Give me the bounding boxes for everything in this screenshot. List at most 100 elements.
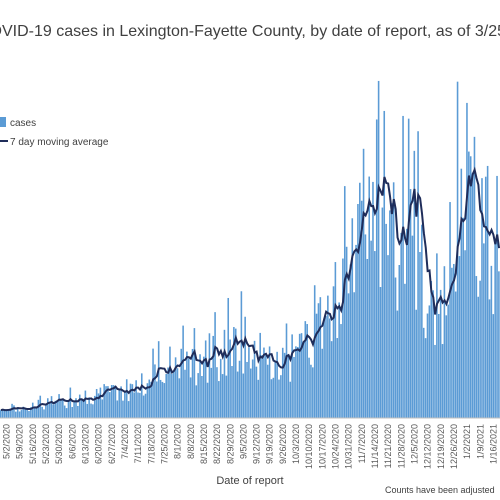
case-bar (176, 368, 179, 418)
case-bar (219, 358, 222, 418)
case-bar (430, 280, 433, 418)
x-tick-label: 8/22/2020 (212, 424, 222, 464)
case-bar (28, 411, 30, 418)
case-bar (150, 381, 152, 418)
case-bar (261, 355, 263, 418)
case-bar (1, 409, 4, 418)
x-tick-label: 10/17/2020 (317, 424, 327, 469)
case-bar (148, 379, 151, 418)
x-tick-label: 10/10/2020 (304, 424, 314, 469)
case-bar (394, 277, 397, 418)
case-bar (280, 375, 282, 418)
case-bar (464, 250, 466, 418)
case-bar (340, 324, 342, 418)
case-bar (189, 377, 192, 418)
case-bar (45, 404, 47, 418)
x-tick-label: 10/3/2020 (291, 424, 301, 464)
x-tick-label: 9/12/2020 (252, 424, 262, 464)
case-bar (422, 327, 425, 418)
case-bar (381, 207, 384, 418)
x-tick-label: 12/26/2020 (449, 424, 459, 469)
x-tick-label: 5/30/2020 (54, 424, 64, 464)
case-bar (374, 251, 376, 418)
case-bar (310, 364, 312, 418)
case-bar (172, 370, 175, 418)
case-bar (336, 338, 339, 418)
case-bar (302, 342, 305, 418)
case-bar (75, 398, 77, 418)
x-tick-label: 1/9/2021 (475, 424, 485, 459)
case-bar (93, 395, 96, 418)
case-bar (48, 402, 51, 418)
x-tick-label: 5/16/2020 (28, 424, 38, 464)
case-bar (449, 202, 451, 418)
case-bar (434, 344, 436, 418)
case-bar (439, 289, 442, 418)
case-bar (342, 258, 344, 418)
case-bar (250, 368, 252, 418)
case-bar (295, 346, 297, 418)
case-bar (146, 383, 149, 418)
case-bar (71, 406, 74, 418)
case-bar (159, 379, 162, 418)
case-bar (11, 403, 13, 418)
case-bar (413, 150, 416, 418)
case-bar (99, 387, 102, 418)
case-bar (15, 411, 17, 418)
case-bar (287, 355, 290, 418)
case-bar (415, 309, 417, 418)
case-bar (5, 410, 8, 418)
case-bar (9, 408, 11, 418)
case-bar (43, 409, 45, 418)
case-bar (131, 384, 134, 418)
case-bar (392, 182, 395, 418)
case-bar (135, 380, 137, 418)
case-bar (223, 329, 226, 418)
case-bar (157, 341, 160, 418)
x-tick-label: 5/2/2020 (2, 424, 12, 459)
case-bar (33, 407, 36, 418)
case-bar (212, 335, 214, 418)
x-tick-label: 6/20/2020 (94, 424, 104, 464)
case-bar (233, 327, 235, 418)
case-bar (60, 399, 62, 418)
x-tick-label: 11/7/2020 (357, 424, 367, 463)
case-bar (483, 243, 485, 418)
case-bar (110, 385, 113, 418)
case-bar (479, 280, 481, 418)
case-bar (52, 404, 55, 418)
case-bar (357, 204, 359, 418)
case-bars (0, 80, 500, 419)
case-bar (300, 333, 303, 418)
case-bar (475, 276, 478, 418)
case-bar (3, 410, 6, 418)
case-bar (281, 347, 284, 418)
case-bar (451, 267, 453, 418)
case-bar (206, 382, 209, 418)
case-bar (466, 102, 468, 418)
case-bar (144, 393, 147, 418)
case-bar (458, 256, 461, 418)
x-tick-label: 12/5/2020 (409, 424, 419, 464)
case-bar (184, 369, 186, 418)
case-bar (353, 292, 355, 418)
case-bar (41, 406, 43, 418)
case-bar (248, 347, 250, 418)
case-bar (73, 401, 75, 418)
case-bar (477, 296, 480, 418)
case-bar (163, 383, 166, 418)
x-tick-label: 8/15/2020 (199, 424, 209, 464)
case-bar (122, 400, 124, 418)
x-tick-label: 1/16/2021 (488, 424, 498, 464)
chart-note: Counts have been adjusted (385, 485, 495, 495)
case-bar (31, 402, 34, 418)
case-bar (291, 334, 293, 418)
x-axis-title: Date of report (216, 475, 283, 487)
case-bar (285, 323, 288, 418)
case-bar (58, 394, 60, 418)
case-bar (63, 405, 66, 418)
case-bar (319, 297, 322, 418)
case-bar (210, 367, 213, 418)
case-bar (112, 385, 115, 418)
